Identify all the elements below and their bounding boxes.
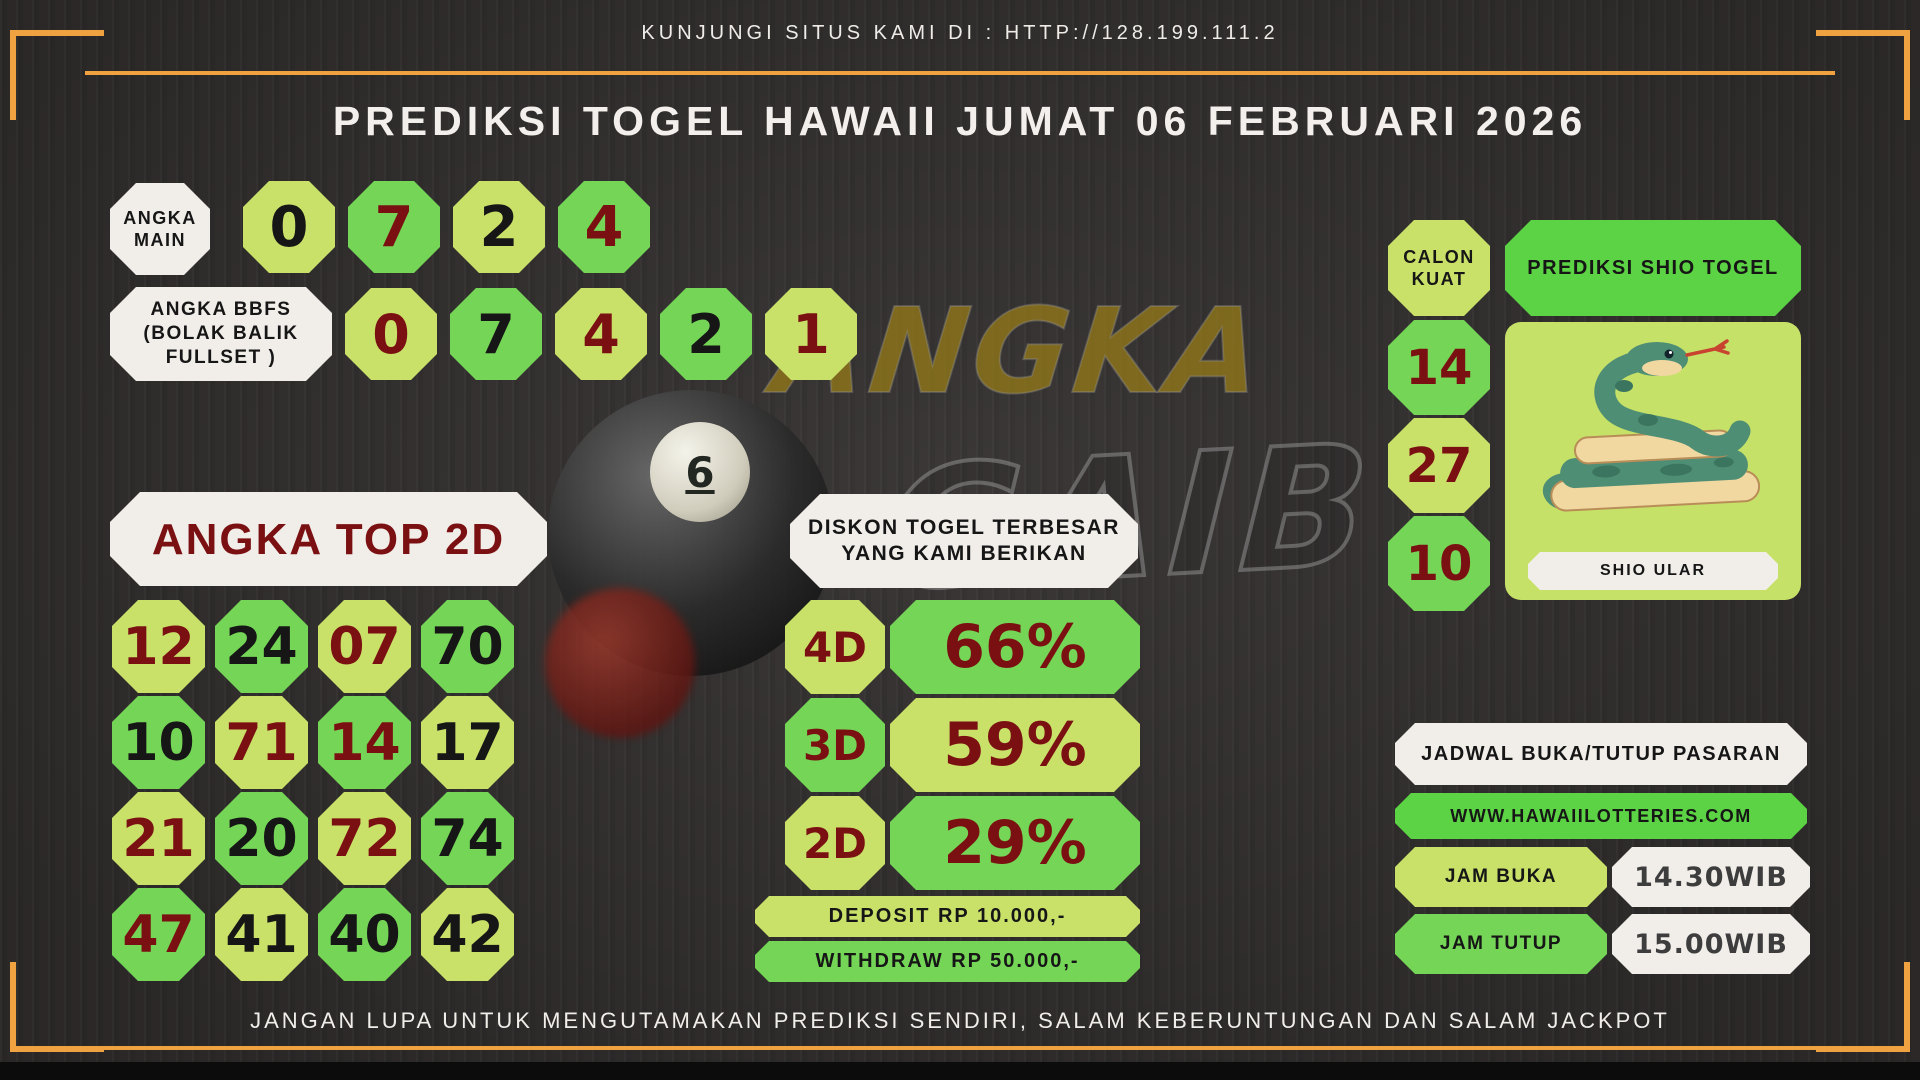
jam-buka-label: JAM BUKA bbox=[1395, 847, 1607, 907]
angka-bbfs-label-line2: (BOLAK BALIK bbox=[143, 323, 299, 345]
angka-main-digit: 0 bbox=[243, 181, 335, 273]
shio-caption-text: SHIO ULAR bbox=[1600, 562, 1706, 579]
angka-bbfs-digit: 0 bbox=[345, 288, 437, 380]
diskon-4d-value: 66% bbox=[890, 600, 1140, 694]
site-url-banner: KUNJUNGI SITUS KAMI DI : HTTP://128.199.… bbox=[641, 22, 1279, 44]
top-divider-line bbox=[85, 71, 1835, 75]
jadwal-header: JADWAL BUKA/TUTUP PASARAN bbox=[1395, 723, 1807, 785]
billiard-6ball-graphic: 6 bbox=[650, 422, 750, 522]
calon-kuat-line1: CALON bbox=[1403, 246, 1475, 267]
angka-main-label: ANGKA MAIN bbox=[110, 183, 210, 275]
footer-message: JANGAN LUPA UNTUK MENGUTAMAKAN PREDIKSI … bbox=[250, 1008, 1670, 1033]
angka-main-label-line1: ANGKA bbox=[123, 207, 197, 228]
corner-bracket-bottom-left bbox=[10, 962, 104, 1052]
bottom-black-bar bbox=[0, 1062, 1920, 1080]
top2d-cell: 40 bbox=[318, 888, 411, 981]
top2d-cell: 72 bbox=[318, 792, 411, 885]
angka-main-digit: 2 bbox=[453, 181, 545, 273]
shio-card: SHIO ULAR bbox=[1505, 322, 1801, 600]
top2d-cell: 71 bbox=[215, 696, 308, 789]
shio-header-text: PREDIKSI SHIO TOGEL bbox=[1527, 256, 1779, 279]
angka-bbfs-digit: 7 bbox=[450, 288, 542, 380]
shio-header: PREDIKSI SHIO TOGEL bbox=[1505, 220, 1801, 316]
angka-top-2d-header-text: ANGKA TOP 2D bbox=[151, 514, 506, 564]
top2d-cell: 24 bbox=[215, 600, 308, 693]
calon-kuat-line2: KUAT bbox=[1411, 269, 1467, 289]
top2d-cell: 74 bbox=[421, 792, 514, 885]
top2d-cell: 12 bbox=[112, 600, 205, 693]
angka-main-digit: 7 bbox=[348, 181, 440, 273]
angka-bbfs-digit: 1 bbox=[765, 288, 857, 380]
calon-kuat-number: 14 bbox=[1388, 320, 1490, 415]
jam-tutup-text: JAM TUTUP bbox=[1439, 933, 1563, 955]
top2d-cell: 42 bbox=[421, 888, 514, 981]
jam-buka-value: 14.30WIB bbox=[1612, 847, 1810, 907]
diskon-header-line2: YANG KAMI BERIKAN bbox=[841, 542, 1087, 565]
bottom-divider-line bbox=[85, 1046, 1835, 1050]
angka-bbfs-digit: 4 bbox=[555, 288, 647, 380]
shio-caption: SHIO ULAR bbox=[1528, 552, 1778, 590]
page-title: PREDIKSI TOGEL HAWAII JUMAT 06 FEBRUARI … bbox=[332, 98, 1588, 144]
ball-number-label: 6 bbox=[685, 447, 715, 497]
top2d-cell: 20 bbox=[215, 792, 308, 885]
top2d-cell: 21 bbox=[112, 792, 205, 885]
snake-illustration bbox=[1542, 339, 1761, 512]
diskon-3d-label: 3D bbox=[785, 698, 885, 792]
angka-bbfs-label: ANGKA BBFS (BOLAK BALIK FULLSET ) bbox=[110, 287, 332, 381]
withdraw-text: WITHDRAW RP 50.000,- bbox=[815, 950, 1080, 972]
calon-kuat-number: 10 bbox=[1388, 516, 1490, 611]
website-banner: WWW.HAWAIILOTTERIES.COM bbox=[1395, 793, 1807, 839]
corner-bracket-top-left bbox=[10, 30, 104, 120]
angka-bbfs-label-line3: FULLSET ) bbox=[165, 346, 277, 368]
jam-buka-text: JAM BUKA bbox=[1444, 866, 1558, 888]
top2d-cell: 07 bbox=[318, 600, 411, 693]
jam-tutup-value: 15.00WIB bbox=[1612, 914, 1810, 974]
top2d-cell: 70 bbox=[421, 600, 514, 693]
top2d-cell: 41 bbox=[215, 888, 308, 981]
jadwal-header-text: JADWAL BUKA/TUTUP PASARAN bbox=[1421, 742, 1781, 765]
corner-bracket-bottom-right bbox=[1816, 962, 1910, 1052]
top2d-cell: 47 bbox=[112, 888, 205, 981]
angka-bbfs-digit: 2 bbox=[660, 288, 752, 380]
website-text: WWW.HAWAIILOTTERIES.COM bbox=[1450, 805, 1752, 826]
diskon-header-line1: DISKON TOGEL TERBESAR bbox=[808, 515, 1120, 539]
billiard-red-ball-graphic bbox=[545, 588, 695, 738]
deposit-banner: DEPOSIT RP 10.000,- bbox=[755, 896, 1140, 937]
calon-kuat-label: CALON KUAT bbox=[1388, 220, 1490, 316]
deposit-text: DEPOSIT RP 10.000,- bbox=[828, 905, 1067, 927]
diskon-3d-value: 59% bbox=[890, 698, 1140, 792]
diskon-2d-value: 29% bbox=[890, 796, 1140, 890]
diskon-4d-label: 4D bbox=[785, 600, 885, 694]
withdraw-banner: WITHDRAW RP 50.000,- bbox=[755, 941, 1140, 982]
top2d-cell: 14 bbox=[318, 696, 411, 789]
angka-main-digit: 4 bbox=[558, 181, 650, 273]
top2d-cell: 17 bbox=[421, 696, 514, 789]
diskon-header: DISKON TOGEL TERBESAR YANG KAMI BERIKAN bbox=[790, 494, 1138, 588]
angka-bbfs-label-line1: ANGKA BBFS bbox=[150, 299, 292, 321]
jam-tutup-label: JAM TUTUP bbox=[1395, 914, 1607, 974]
angka-main-label-line2: MAIN bbox=[134, 230, 186, 250]
top2d-cell: 10 bbox=[112, 696, 205, 789]
angka-top-2d-header: ANGKA TOP 2D bbox=[110, 492, 547, 586]
diskon-2d-label: 2D bbox=[785, 796, 885, 890]
calon-kuat-number: 27 bbox=[1388, 418, 1490, 513]
corner-bracket-top-right bbox=[1816, 30, 1910, 120]
